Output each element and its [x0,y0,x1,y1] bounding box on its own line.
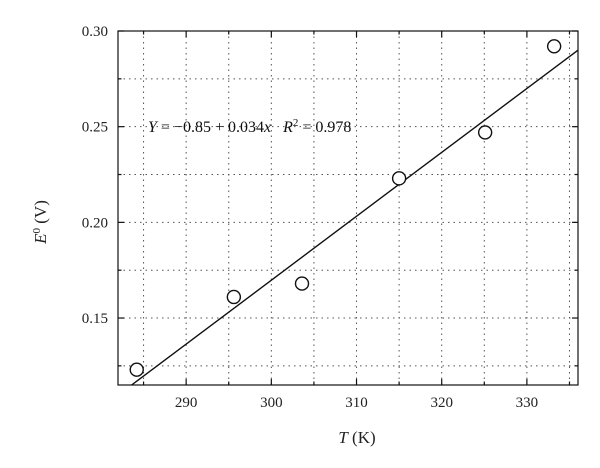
x-axis-label: T (K) [338,428,375,447]
annotation-y-variable: Y [148,119,159,136]
x-tick-label: 330 [516,395,539,411]
plot-frame [117,30,579,386]
fit-line [131,49,579,386]
data-point [546,39,562,54]
x-tick-label: 300 [260,395,283,411]
y-tick-label: 0.25 [82,120,108,136]
y-axis-label: E0 (V) [31,200,50,245]
y-tick-label: 0.15 [82,311,108,327]
data-point [477,125,493,140]
annotation-r-value: = 0.978 [302,119,351,136]
x-tick-label: 320 [430,395,453,411]
data-point [226,289,242,305]
y-axis-unit: (V) [31,200,50,224]
data-points [129,39,562,377]
x-tick-labels: 290 300 310 320 330 [175,395,538,411]
annotation-r-superscript: 2 [293,117,299,129]
fit-annotation: Y = −0.85 + 0.034x R2 = 0.978 [148,117,351,136]
y-tick-label: 0.20 [82,215,108,231]
annotation-x-variable: x [263,119,271,136]
x-tick-label: 310 [345,395,368,411]
axis-ticks [118,30,578,385]
x-axis-unit: (K) [352,428,376,447]
data-point [391,171,407,186]
y-tick-label: 0.30 [82,24,108,40]
annotation-equation: = −0.85 + 0.034 [161,119,264,136]
y-axis-superscript: 0 [31,227,43,233]
grid [118,31,578,385]
data-point [129,362,144,377]
data-point [294,276,310,291]
y-axis-variable: E [31,233,50,245]
annotation-r-variable: R [282,119,293,136]
x-axis-variable: T [338,428,349,447]
x-tick-label: 290 [175,395,198,411]
y-tick-labels: 0.15 0.20 0.25 0.30 [82,24,108,327]
